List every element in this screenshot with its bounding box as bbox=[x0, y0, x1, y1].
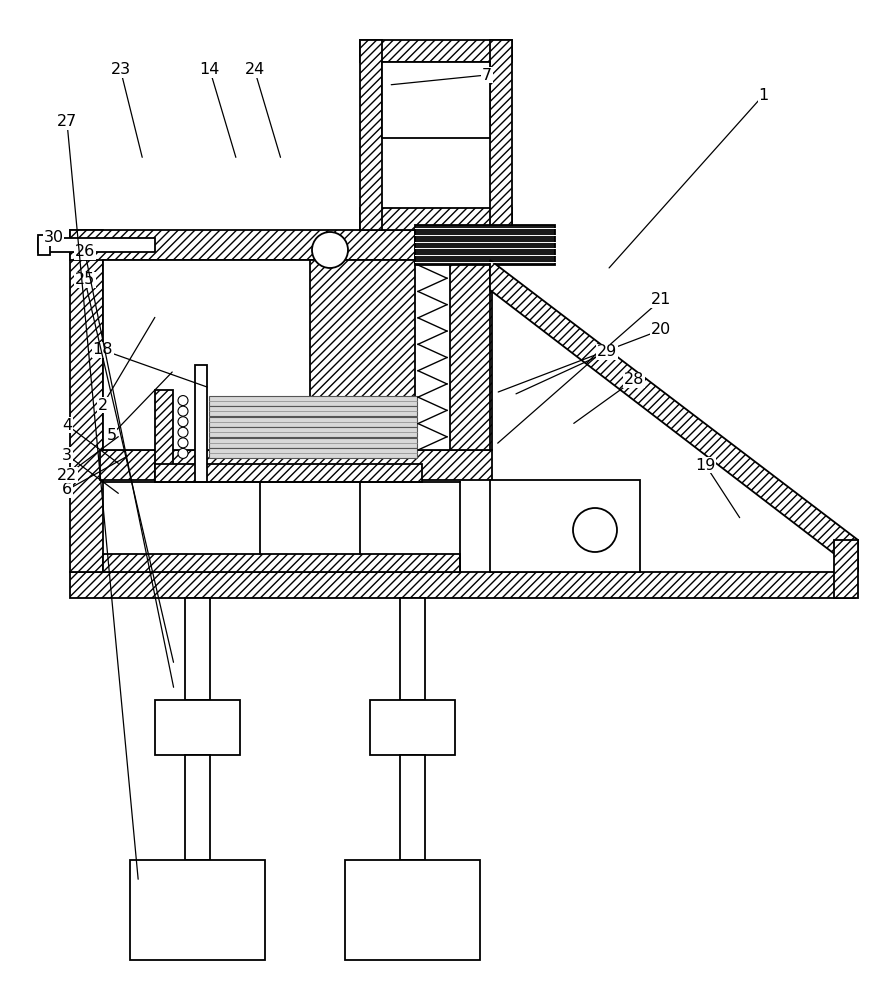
Text: 28: 28 bbox=[624, 372, 644, 387]
Text: 3: 3 bbox=[62, 448, 72, 462]
Bar bbox=[155, 464, 422, 482]
Bar bbox=[370, 700, 455, 755]
Bar bbox=[70, 230, 103, 572]
Bar bbox=[103, 260, 310, 450]
Text: 2: 2 bbox=[97, 397, 108, 412]
Text: 22: 22 bbox=[57, 468, 77, 483]
Bar bbox=[460, 260, 492, 450]
Bar bbox=[38, 238, 155, 252]
Text: 30: 30 bbox=[44, 231, 63, 245]
Text: 23: 23 bbox=[111, 62, 130, 78]
Circle shape bbox=[178, 396, 188, 406]
Text: 18: 18 bbox=[93, 342, 113, 358]
Bar bbox=[209, 448, 417, 458]
Bar bbox=[155, 700, 240, 755]
Circle shape bbox=[178, 406, 188, 416]
Text: 20: 20 bbox=[651, 322, 671, 338]
Bar bbox=[382, 62, 490, 138]
Bar bbox=[38, 235, 50, 255]
Bar bbox=[209, 406, 417, 416]
Bar bbox=[130, 860, 265, 960]
Bar bbox=[490, 480, 640, 572]
Bar bbox=[360, 208, 512, 230]
Bar bbox=[185, 598, 210, 700]
Text: 26: 26 bbox=[75, 244, 95, 259]
Circle shape bbox=[573, 508, 617, 552]
Text: 24: 24 bbox=[245, 62, 264, 78]
Bar bbox=[209, 427, 417, 437]
Bar bbox=[360, 40, 382, 230]
Bar bbox=[490, 40, 512, 230]
Bar bbox=[209, 396, 417, 406]
Bar bbox=[70, 230, 490, 260]
Bar bbox=[415, 230, 450, 450]
Text: 19: 19 bbox=[696, 458, 715, 473]
Polygon shape bbox=[155, 260, 490, 450]
Bar bbox=[195, 365, 207, 482]
Text: 7: 7 bbox=[481, 68, 492, 83]
Text: 21: 21 bbox=[651, 292, 671, 308]
Text: 6: 6 bbox=[62, 483, 72, 497]
Text: 5: 5 bbox=[106, 428, 117, 442]
Bar bbox=[185, 755, 210, 860]
Text: 29: 29 bbox=[597, 344, 617, 360]
Text: 14: 14 bbox=[200, 62, 220, 78]
Circle shape bbox=[312, 232, 348, 268]
Bar bbox=[100, 450, 492, 480]
Circle shape bbox=[178, 448, 188, 458]
Circle shape bbox=[178, 427, 188, 437]
Polygon shape bbox=[490, 260, 858, 572]
Bar bbox=[415, 225, 555, 265]
Bar bbox=[209, 438, 417, 448]
Text: 1: 1 bbox=[758, 88, 769, 103]
Circle shape bbox=[178, 417, 188, 427]
Bar bbox=[209, 417, 417, 427]
Bar bbox=[70, 572, 855, 598]
Text: 25: 25 bbox=[75, 272, 95, 288]
Bar bbox=[834, 540, 858, 598]
Bar bbox=[400, 598, 425, 700]
Bar bbox=[103, 554, 460, 572]
Text: 4: 4 bbox=[62, 418, 72, 432]
Bar bbox=[155, 390, 173, 482]
Text: 27: 27 bbox=[57, 114, 77, 129]
Bar bbox=[360, 40, 512, 62]
Bar bbox=[345, 860, 480, 960]
Circle shape bbox=[178, 438, 188, 448]
Bar bbox=[400, 755, 425, 860]
